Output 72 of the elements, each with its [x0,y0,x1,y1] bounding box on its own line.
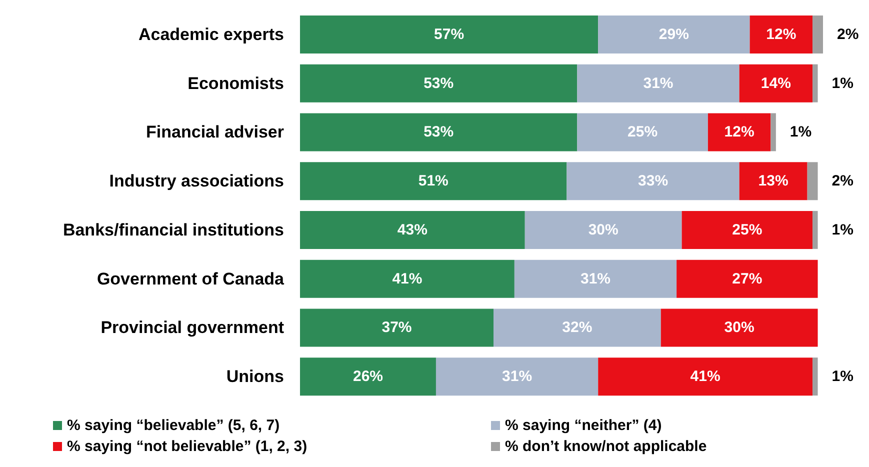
bar [708,113,771,152]
bar [676,260,818,298]
data-label: 33% [638,172,668,190]
data-label: 31% [502,368,532,386]
bar [577,64,740,102]
y-tick-label: Unions [226,367,284,386]
bar [598,15,750,54]
legend-label: % saying “not believable” (1, 2, 3) [67,438,308,455]
data-label: 1% [832,221,854,238]
bar [300,358,436,396]
data-label: 43% [397,221,428,238]
bar [300,308,494,347]
data-label: 2% [837,26,859,43]
data-label: 25% [732,221,762,238]
y-tick-label: Economists [188,74,284,93]
bar [812,210,818,249]
data-label: 14% [760,74,791,92]
legend-label: % don’t know/not applicable [505,438,707,455]
data-label: 29% [658,26,689,43]
data-label: 1% [832,368,854,386]
legend-label: % saying “neither” (4) [505,417,662,434]
data-label: 31% [580,270,611,288]
y-tick-label: Financial adviser [146,122,284,142]
y-tick-label: Government of Canada [96,269,285,288]
data-label: 12% [766,26,796,43]
bar [436,358,598,396]
bar [300,64,578,102]
bar [524,210,682,249]
data-label: 25% [628,124,658,141]
bar [739,162,808,200]
bar [739,64,813,102]
y-tick-label: Academic experts [138,24,284,44]
data-label: 1% [790,124,812,141]
data-label: 41% [392,270,422,288]
bar [682,210,813,249]
data-label: 26% [352,368,384,386]
bar [300,162,567,200]
data-label: 53% [424,124,454,141]
data-label: 53% [424,74,454,92]
y-tick-label: Banks/financial institutions [62,220,284,240]
bar [300,113,578,152]
data-label: 27% [732,270,762,288]
legend-label: % saying “believable” (5, 6, 7) [67,417,280,434]
y-tick-label: Industry associations [109,172,284,191]
data-label: 32% [562,319,592,336]
bar [812,15,823,54]
bar [300,15,598,54]
bar [812,358,818,396]
data-label: 57% [434,26,464,43]
bar [514,260,677,298]
data-label: 31% [643,74,674,92]
bar [807,162,818,200]
data-label: 51% [418,172,448,190]
bar [770,113,776,152]
bar [660,308,818,347]
data-label: 30% [588,221,618,238]
data-label: 13% [758,172,788,190]
bar [812,64,818,102]
bar [300,260,514,298]
data-label: 12% [724,124,754,141]
bar [750,15,813,54]
bar [598,358,813,396]
data-label: 1% [832,74,854,92]
data-label: 37% [382,319,412,336]
bar [300,210,525,249]
y-tick-label: Provincial government [100,318,284,338]
bar [577,113,708,152]
data-label: 41% [690,368,720,386]
data-label: 2% [832,172,854,190]
data-label: 30% [724,319,754,336]
bar [566,162,740,200]
bar [494,308,661,347]
